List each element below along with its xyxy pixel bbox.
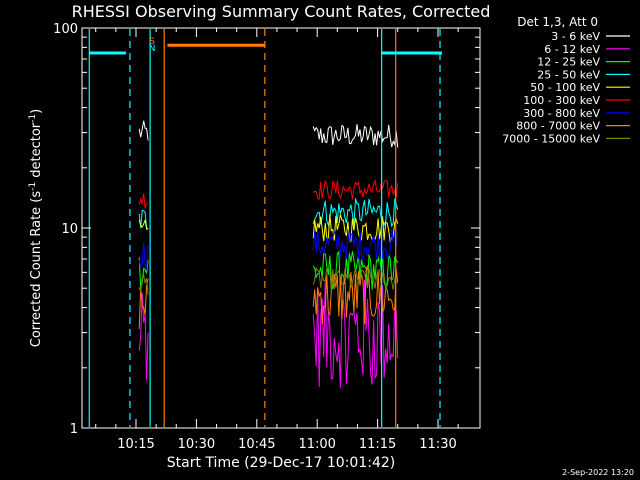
legend-label: 7000 - 15000 keV — [502, 132, 600, 145]
x-tick-label: 10:15 — [117, 437, 154, 452]
x-tick-label: 11:30 — [419, 437, 456, 452]
state-marker: S — [149, 37, 155, 47]
x-tick-label: 11:15 — [359, 437, 396, 452]
y-tick-label: 10 — [61, 222, 78, 237]
series-line — [138, 228, 399, 269]
series-line — [138, 179, 399, 209]
axes-layer: 1 10 100 10:15 10:30 10:45 11:00 11:15 11:30 — [53, 22, 480, 452]
legend-label: 6 - 12 keV — [544, 43, 600, 56]
chart-title: RHESSI Observing Summary Count Rates, Co… — [72, 2, 491, 21]
data-layer — [138, 120, 399, 388]
series-line — [138, 277, 399, 388]
x-axis-label: Start Time (29-Dec-17 10:01:42) — [167, 455, 395, 471]
state-marker: N — [149, 44, 156, 54]
legend-header: Det 1,3, Att 0 — [517, 15, 598, 29]
y-tick-label: 1 — [70, 422, 78, 437]
legend-label: 800 - 7000 keV — [516, 120, 600, 133]
plot-frame — [81, 27, 481, 429]
legend-label: 3 - 6 keV — [551, 30, 600, 43]
y-axis-label: Corrected Count Rate (s-1 detector-1) — [28, 109, 44, 347]
series-line — [138, 266, 399, 295]
x-tick-label: 10:30 — [178, 437, 215, 452]
series-line — [138, 214, 399, 244]
y-tick-label: 100 — [53, 22, 78, 37]
footer-date: 2-Sep-2022 13:20 — [562, 468, 634, 477]
series-line — [138, 120, 399, 148]
legend-label: 12 - 25 keV — [537, 56, 600, 69]
legend-label: 25 - 50 keV — [537, 68, 600, 81]
x-tick-label: 11:00 — [298, 437, 335, 452]
vertical-lines-layer: SN — [88, 29, 443, 427]
series-line — [138, 198, 399, 230]
legend-label: 300 - 800 keV — [523, 107, 600, 120]
series-line — [138, 265, 399, 329]
x-tick-label: 10:45 — [238, 437, 275, 452]
legend-label: 100 - 300 keV — [523, 94, 600, 107]
legend-label: 50 - 100 keV — [530, 81, 600, 94]
